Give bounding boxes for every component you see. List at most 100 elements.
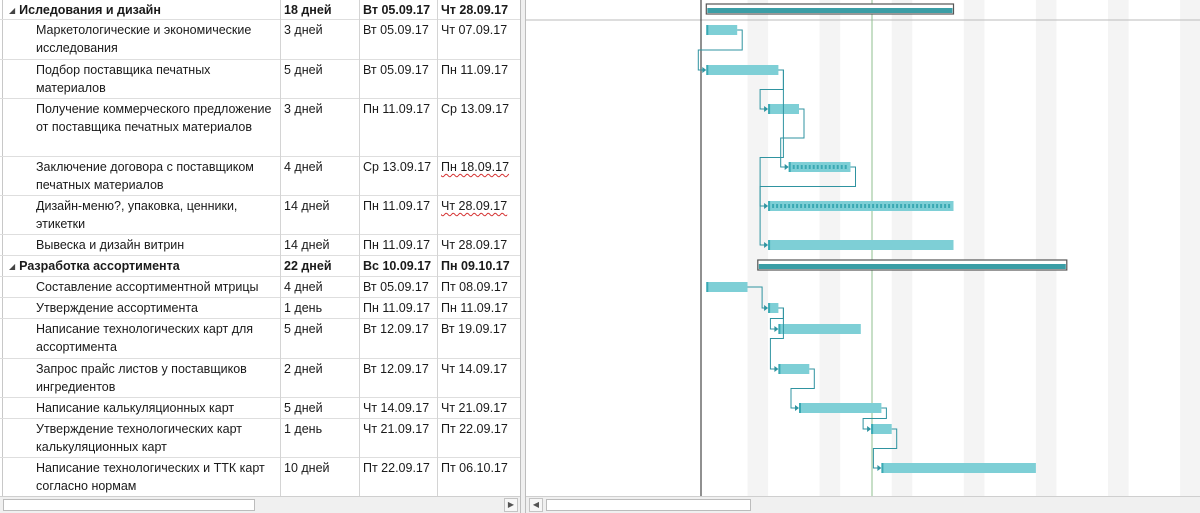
task-start[interactable]: Вт 12.09.17 — [363, 322, 429, 336]
table-scroll-thumb[interactable] — [3, 499, 255, 511]
task-bar[interactable] — [778, 364, 810, 374]
task-start[interactable]: Чт 14.09.17 — [363, 401, 430, 415]
task-name[interactable]: Написание технологических и ТТК карт сог… — [4, 458, 280, 496]
summary-task-row[interactable]: ◢ Иследования и дизайн 18 дней Вт 05.09.17 Ч… — [0, 0, 520, 20]
task-name[interactable]: Вывеска и дизайн витрин — [4, 235, 280, 255]
task-end-text: Чт 28.09.17 — [441, 3, 509, 17]
task-duration[interactable]: 10 дней — [284, 461, 330, 475]
task-name[interactable]: Дизайн-меню?, упаковка, ценники, этикетк… — [4, 196, 280, 234]
task-duration[interactable]: 5 дней — [284, 322, 323, 336]
task-name-text: Подбор поставщика печатных материалов — [36, 63, 211, 95]
task-duration[interactable]: 1 день — [284, 422, 323, 436]
task-row[interactable]: Утверждение ассортимента 1 день Пн 11.09.1… — [0, 298, 520, 319]
task-duration[interactable]: 3 дней — [284, 102, 323, 116]
task-bar[interactable] — [768, 303, 779, 313]
summary-task-row[interactable]: ◢ Разработка ассортимента 22 дней Вс 10.09.… — [0, 256, 520, 277]
link-arrow-icon — [764, 242, 769, 248]
task-start[interactable]: Пн 11.09.17 — [363, 301, 431, 315]
task-name[interactable]: ◢ Иследования и дизайн — [4, 0, 280, 19]
task-name[interactable]: Утверждение технологических карт калькул… — [4, 419, 280, 457]
task-row[interactable]: Получение коммерческого предложение от п… — [0, 99, 520, 157]
task-bar[interactable] — [799, 403, 882, 413]
task-row[interactable]: Написание технологических и ТТК карт сог… — [0, 458, 520, 496]
task-end[interactable]: Чт 07.09.17 — [438, 20, 520, 59]
task-row[interactable]: Подбор поставщика печатных материалов 5 д… — [0, 60, 520, 99]
task-row[interactable]: Написание калькуляционных карт 5 дней Чт 1… — [0, 398, 520, 419]
task-row[interactable]: Маркетологические и экономические исслед… — [0, 20, 520, 60]
collapse-triangle-icon[interactable]: ◢ — [9, 262, 16, 271]
task-end[interactable]: Пн 11.09.17 — [438, 298, 520, 318]
table-scrollbar[interactable]: ▶ — [0, 496, 520, 513]
task-duration[interactable]: 3 дней — [284, 23, 323, 37]
task-start[interactable]: Вт 12.09.17 — [363, 362, 429, 376]
task-row[interactable]: Утверждение технологических карт калькул… — [0, 419, 520, 458]
pane-splitter[interactable] — [520, 0, 526, 513]
task-duration[interactable]: 5 дней — [284, 63, 323, 77]
task-bar[interactable] — [768, 240, 954, 250]
task-bar[interactable] — [706, 65, 779, 75]
task-name[interactable]: Утверждение ассортимента — [4, 298, 280, 318]
task-bar[interactable] — [778, 324, 861, 334]
task-duration[interactable]: 1 день — [284, 301, 323, 315]
task-start[interactable]: Пн 11.09.17 — [363, 102, 431, 116]
task-duration[interactable]: 4 дней — [284, 160, 323, 174]
task-end[interactable]: Вт 19.09.17 — [438, 319, 520, 358]
scroll-right-arrow-icon[interactable]: ▶ — [504, 498, 518, 512]
task-end[interactable]: Пт 06.10.17 — [438, 458, 520, 496]
task-end[interactable]: Ср 13.09.17 — [438, 99, 520, 156]
task-name[interactable]: Составление ассортиментной мтрицы — [4, 277, 280, 297]
task-duration[interactable]: 5 дней — [284, 401, 323, 415]
task-row[interactable]: Запрос прайс листов у поставщиков ингред… — [0, 359, 520, 398]
task-end[interactable]: Чт 28.09.17 — [438, 235, 520, 255]
summary-bar-fill — [707, 8, 953, 13]
task-start[interactable]: Пн 11.09.17 — [363, 238, 431, 252]
task-end[interactable]: Пн 11.09.17 — [438, 60, 520, 98]
task-row[interactable]: Дизайн-меню?, упаковка, ценники, этикетк… — [0, 196, 520, 235]
task-start[interactable]: Вт 05.09.17 — [363, 63, 429, 77]
task-name[interactable]: Маркетологические и экономические исслед… — [4, 20, 280, 59]
task-row[interactable]: Вывеска и дизайн витрин 14 дней Пн 11.09.1… — [0, 235, 520, 256]
task-bar[interactable] — [881, 463, 1036, 473]
task-bar[interactable] — [706, 282, 748, 292]
task-end[interactable]: Чт 28.09.17 — [438, 196, 520, 234]
task-end[interactable]: Чт 14.09.17 — [438, 359, 520, 397]
task-duration[interactable]: 14 дней — [284, 238, 330, 252]
task-name[interactable]: Написание технологических карт для ассор… — [4, 319, 280, 358]
task-duration[interactable]: 4 дней — [284, 280, 323, 294]
task-end[interactable]: Пн 09.10.17 — [438, 256, 520, 276]
task-duration[interactable]: 18 дней — [284, 3, 332, 17]
task-start[interactable]: Вт 05.09.17 — [363, 23, 429, 37]
chart-scroll-thumb[interactable] — [546, 499, 751, 511]
task-duration[interactable]: 2 дней — [284, 362, 323, 376]
task-name[interactable]: Заключение договора с поставщиком печатн… — [4, 157, 280, 195]
task-end[interactable]: Чт 28.09.17 — [438, 0, 520, 19]
task-name[interactable]: Подбор поставщика печатных материалов — [4, 60, 280, 98]
task-start[interactable]: Пт 22.09.17 — [363, 461, 430, 475]
task-row[interactable]: Составление ассортиментной мтрицы 4 дней В… — [0, 277, 520, 298]
task-start[interactable]: Ср 13.09.17 — [363, 160, 432, 174]
task-row[interactable]: Заключение договора с поставщиком печатн… — [0, 157, 520, 196]
task-name[interactable]: Запрос прайс листов у поставщиков ингред… — [4, 359, 280, 397]
scroll-left-arrow-icon[interactable]: ◀ — [529, 498, 543, 512]
task-bar[interactable] — [788, 162, 851, 172]
task-name[interactable]: ◢ Разработка ассортимента — [4, 256, 280, 276]
task-start[interactable]: Чт 21.09.17 — [363, 422, 430, 436]
task-duration[interactable]: 14 дней — [284, 199, 330, 213]
task-row[interactable]: Написание технологических карт для ассор… — [0, 319, 520, 359]
task-start[interactable]: Вт 05.09.17 — [363, 3, 431, 17]
task-bar[interactable] — [706, 25, 738, 35]
task-name[interactable]: Получение коммерческого предложение от п… — [4, 99, 280, 156]
task-end[interactable]: Чт 21.09.17 — [438, 398, 520, 418]
chart-scrollbar[interactable]: ◀ — [526, 496, 1200, 513]
task-start[interactable]: Вт 05.09.17 — [363, 280, 429, 294]
task-start[interactable]: Вс 10.09.17 — [363, 259, 432, 273]
task-start[interactable]: Пн 11.09.17 — [363, 199, 431, 213]
task-end[interactable]: Пт 22.09.17 — [438, 419, 520, 457]
collapse-triangle-icon[interactable]: ◢ — [9, 6, 16, 15]
link-arrow-icon — [774, 366, 779, 372]
task-duration[interactable]: 22 дней — [284, 259, 332, 273]
task-name[interactable]: Написание калькуляционных карт — [4, 398, 280, 418]
task-bar[interactable] — [871, 424, 892, 434]
task-end[interactable]: Пт 08.09.17 — [438, 277, 520, 297]
task-end[interactable]: Пн 18.09.17 — [438, 157, 520, 195]
